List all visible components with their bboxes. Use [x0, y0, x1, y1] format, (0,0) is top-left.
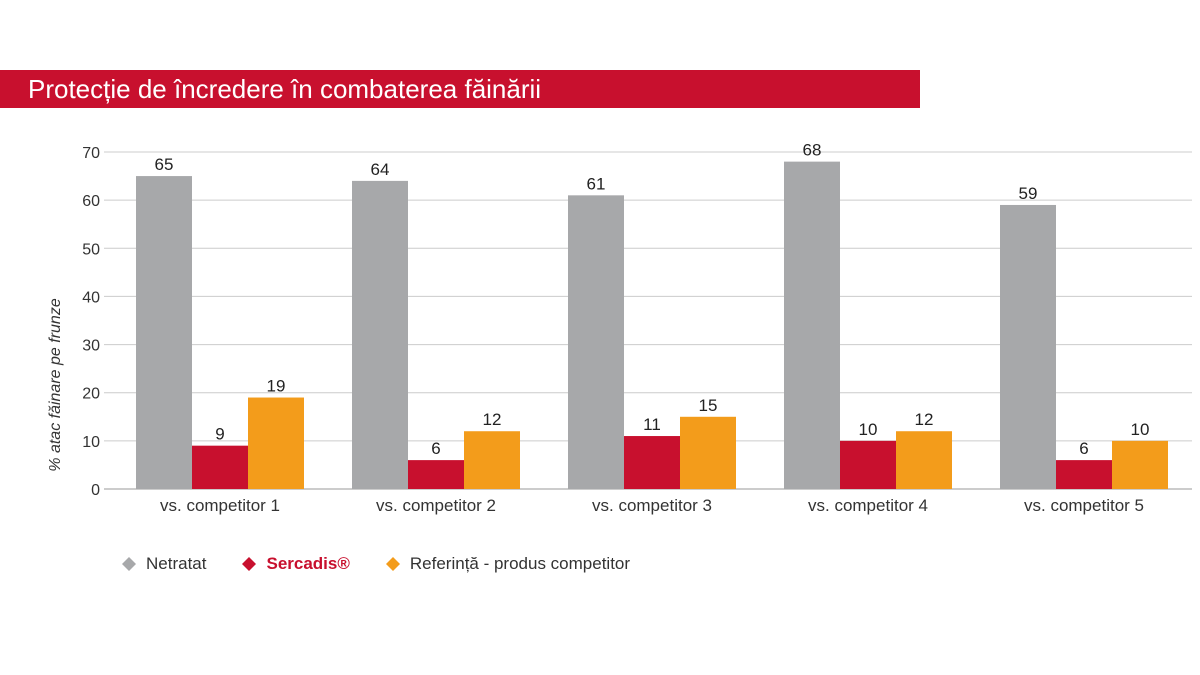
y-tick-label: 30: [82, 338, 100, 355]
legend-swatch-netratat-icon: [122, 557, 136, 571]
x-tick-label: vs. competitor 1: [160, 496, 280, 515]
bar: [840, 440, 896, 489]
legend-swatch-referinta-icon: [385, 557, 400, 571]
data-label: 65: [155, 155, 174, 174]
data-label: 6: [1079, 439, 1088, 458]
bar: [352, 180, 408, 489]
bar: [568, 195, 624, 490]
bar: [136, 176, 192, 490]
y-tick-label: 50: [82, 241, 100, 258]
legend-item-netratat: Netratat: [120, 554, 206, 574]
bar: [1112, 440, 1168, 489]
bar: [680, 416, 736, 489]
y-axis-label: % atac făinare pe frunze: [47, 298, 64, 472]
legend-item-sercadis: Sercadis®: [240, 554, 350, 574]
y-tick-label: 0: [91, 482, 100, 499]
data-label: 10: [1131, 420, 1150, 439]
y-tick-label: 70: [82, 145, 100, 162]
x-tick-label: vs. competitor 5: [1024, 496, 1144, 515]
legend-label-sercadis: Sercadis®: [266, 554, 350, 573]
bar: [784, 161, 840, 489]
data-label: 61: [587, 174, 606, 193]
y-tick-label: 40: [82, 289, 100, 306]
bar: [192, 445, 248, 489]
data-label: 11: [643, 415, 661, 434]
bar: [464, 431, 520, 489]
bar: [1056, 460, 1112, 489]
data-label: 59: [1019, 184, 1038, 203]
legend-label-referinta: Referință - produs competitor: [409, 554, 631, 573]
x-tick-label: vs. competitor 3: [592, 496, 712, 515]
bar: [1000, 204, 1056, 489]
data-label: 19: [267, 377, 286, 396]
legend-label-netratat: Netratat: [146, 554, 207, 573]
y-tick-label: 20: [82, 386, 100, 403]
data-label: 9: [215, 425, 224, 444]
bar: [624, 436, 680, 489]
bar: [896, 431, 952, 489]
data-label: 6: [431, 439, 440, 458]
data-label: 12: [915, 410, 934, 429]
x-tick-label: vs. competitor 4: [808, 496, 928, 515]
data-label: 64: [371, 160, 390, 179]
data-label: 68: [803, 141, 822, 160]
bar: [248, 397, 304, 489]
chart-title: Protecție de încredere în combaterea făi…: [28, 74, 542, 104]
x-tick-label: vs. competitor 2: [376, 496, 496, 515]
data-label: 10: [859, 420, 878, 439]
bar: [408, 460, 464, 489]
legend-item-referinta: Referință - produs competitor: [384, 554, 630, 574]
y-tick-label: 10: [82, 434, 100, 451]
data-label: 15: [699, 396, 718, 415]
legend-swatch-sercadis-icon: [242, 557, 257, 571]
title-bar: Protecție de încredere în combaterea făi…: [0, 70, 920, 108]
data-label: 12: [483, 410, 502, 429]
y-tick-label: 60: [82, 193, 100, 210]
legend: Netratat Sercadis® Referință - produs co…: [120, 553, 664, 575]
